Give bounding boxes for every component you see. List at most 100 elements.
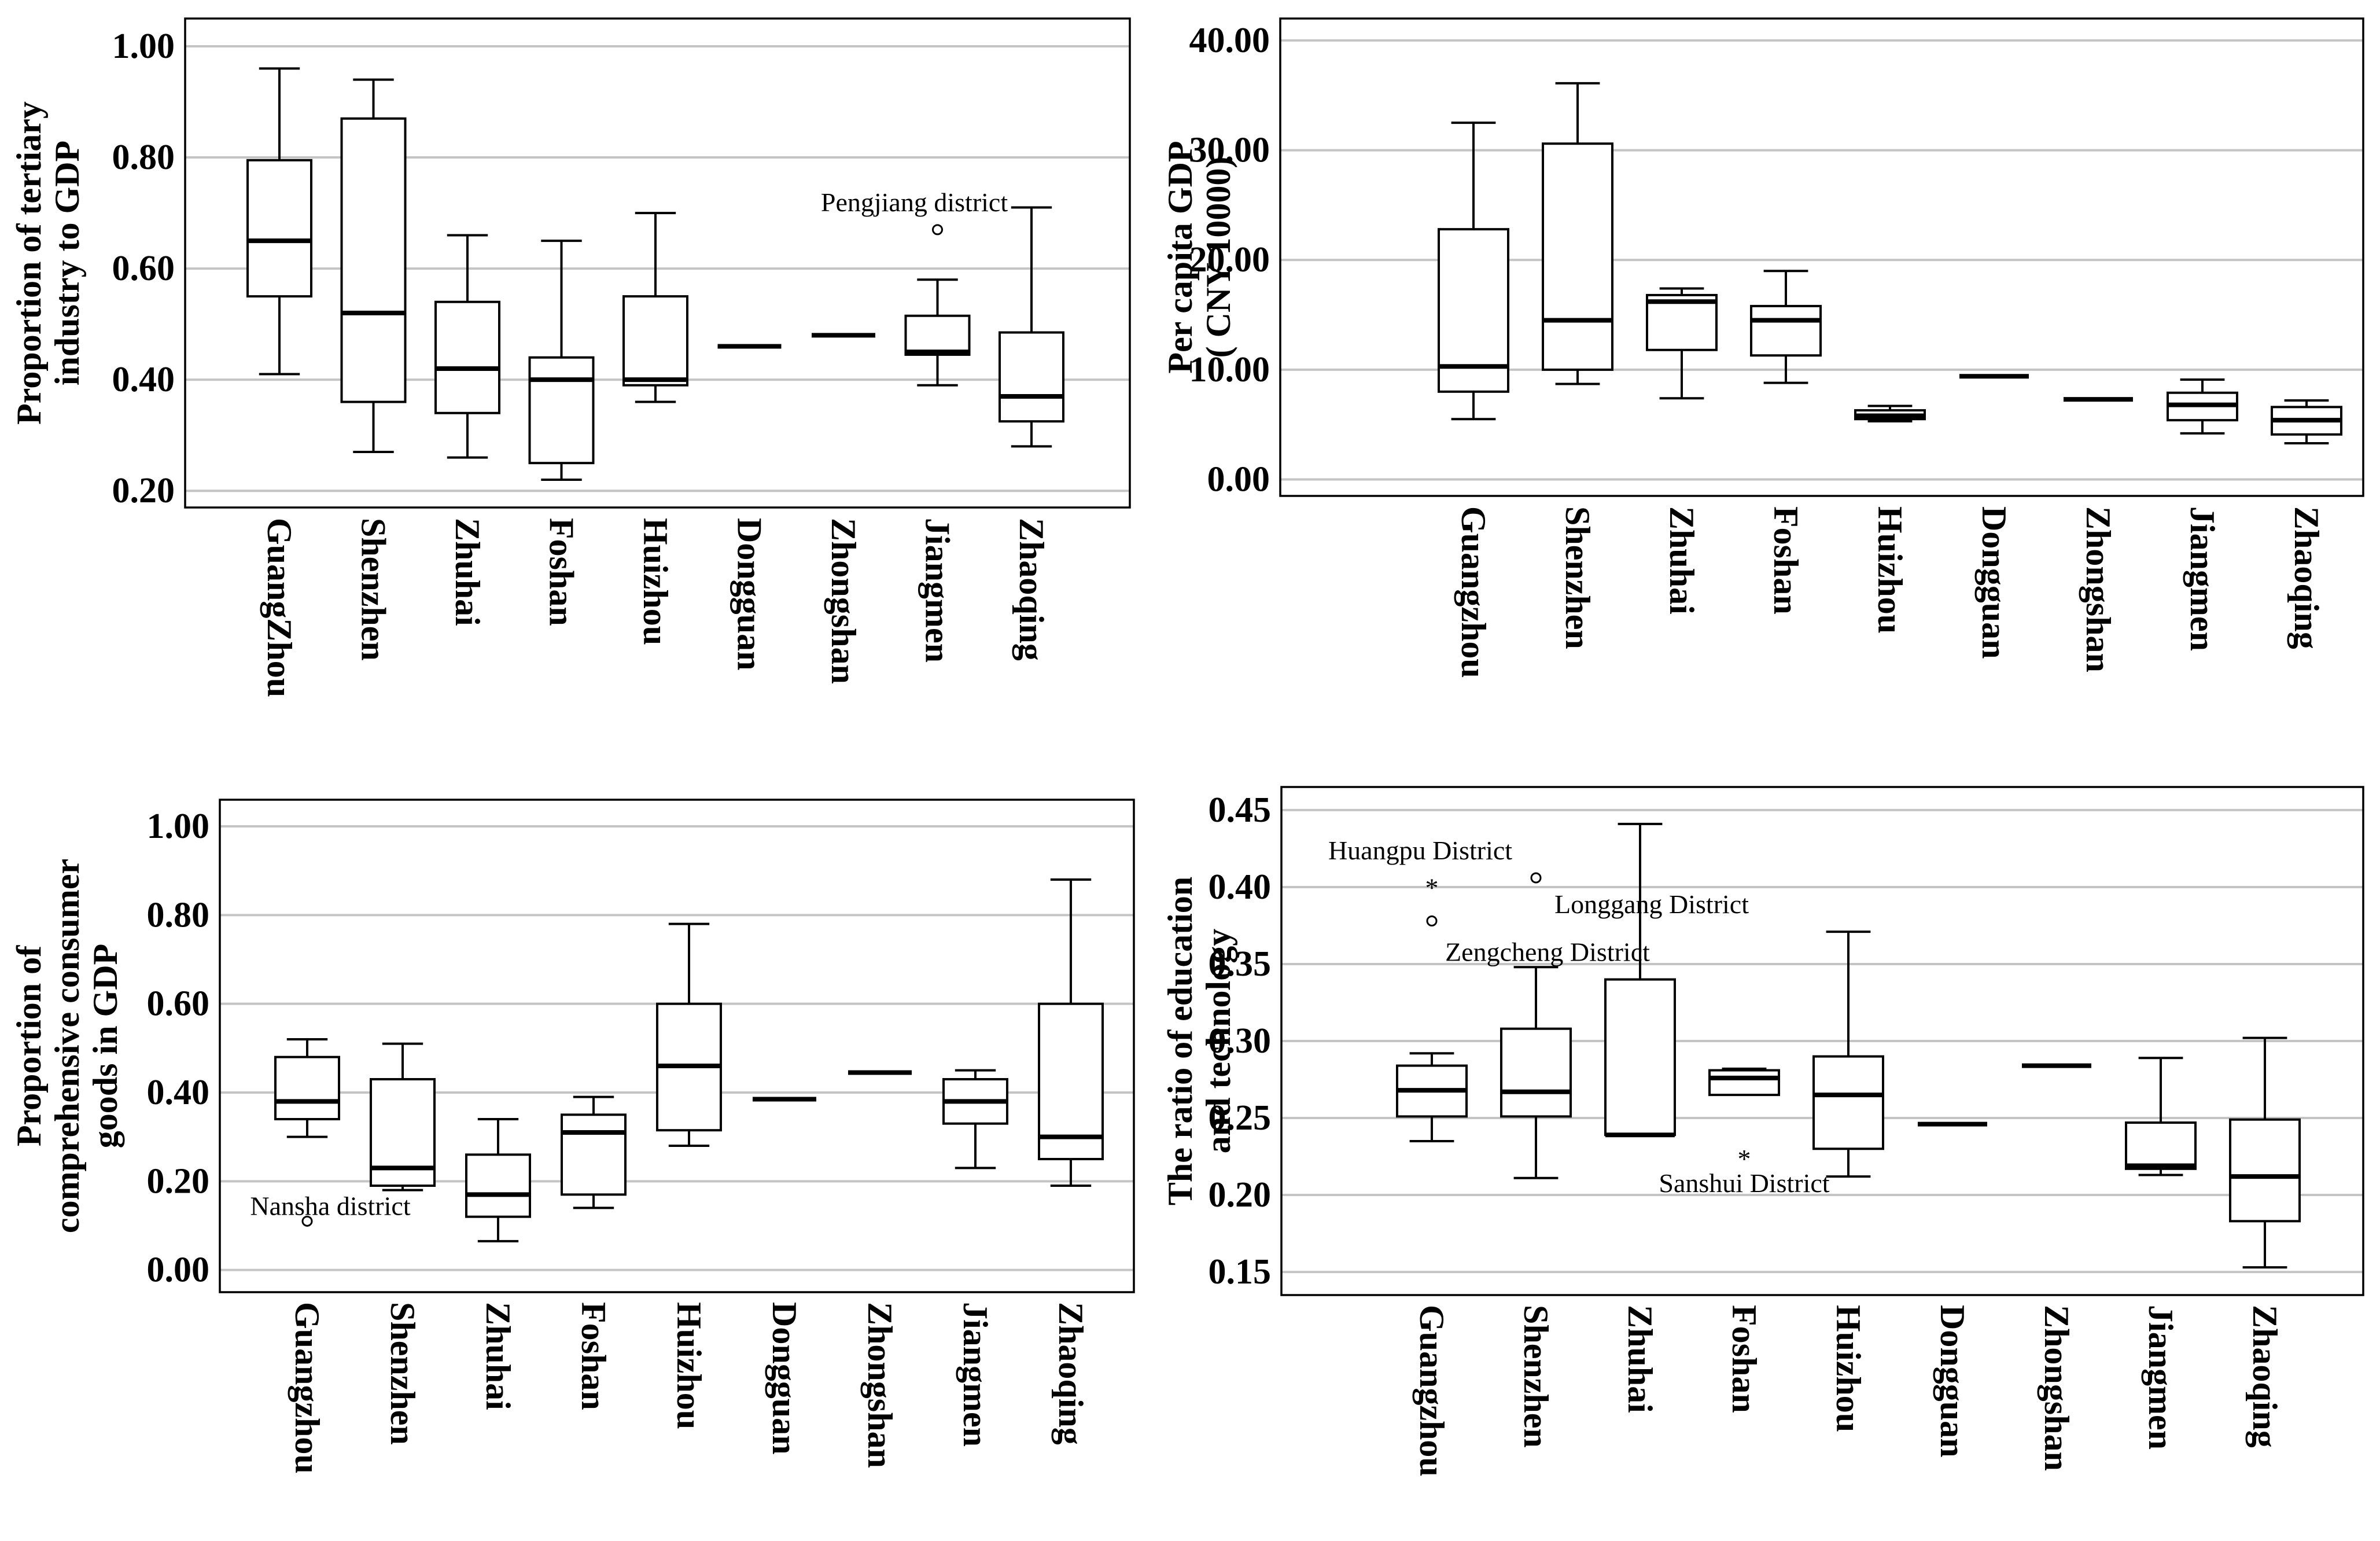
y-tick-label: 0.45	[1209, 790, 1272, 830]
iqr-box	[246, 159, 312, 298]
y-axis-label-line: Proportion of tertiary	[10, 101, 48, 425]
box-guangzhou	[1396, 1052, 1468, 1142]
iqr-box	[1604, 978, 1676, 1137]
box-shenzhen	[340, 78, 407, 453]
plot-frame	[219, 799, 1135, 1293]
iqr-box	[434, 300, 500, 414]
plot-frame	[1279, 17, 2364, 497]
box-guangzhou	[246, 67, 312, 376]
x-category-label: Foshan	[1767, 506, 1805, 615]
x-category-label: Zhongshan	[2079, 506, 2117, 672]
box-foshan	[528, 240, 595, 481]
x-category-label: Zhuhai	[1663, 506, 1701, 615]
outlier-circle	[932, 224, 943, 236]
box-foshan	[1708, 1067, 1780, 1097]
y-axis-label-line: goods in GDP	[86, 944, 124, 1148]
box-zhuhai	[465, 1118, 531, 1242]
y-axis-label: Per capita GDP( CNY 10000)	[1161, 141, 1237, 373]
x-category-label: Shenzhen	[1559, 506, 1597, 649]
y-tick-label: 0.30	[1209, 1021, 1272, 1061]
x-category-label: Guangzhou	[1454, 506, 1493, 678]
outlier-star: *	[1738, 1144, 1751, 1174]
x-category-label: Zhuhai	[448, 518, 487, 626]
x-category-label: Jiangmen	[956, 1302, 994, 1447]
outlier-circle	[1426, 915, 1438, 926]
x-category-label: Shenzhen	[355, 518, 393, 661]
box-shenzhen	[370, 1042, 436, 1191]
plot-frame	[1280, 786, 2364, 1296]
y-axis-label: The ratio of educationand technology	[1161, 877, 1237, 1205]
iqr-box	[465, 1153, 531, 1218]
x-category-label: Huizhou	[1829, 1305, 1867, 1432]
x-category-label: Dongguan	[731, 518, 769, 670]
iqr-box	[2125, 1121, 2197, 1170]
outlier-annotation: Zengcheng District	[1445, 937, 1650, 967]
iqr-box	[622, 295, 688, 387]
iqr-box	[561, 1113, 627, 1196]
box-foshan	[1750, 270, 1822, 384]
x-category-label: Foshan	[1725, 1305, 1763, 1413]
outlier-annotation: Huangpu District	[1328, 836, 1512, 865]
x-category-label: Zhuhai	[1621, 1305, 1659, 1413]
chart-panel-3: 0.00 0.20 0.40 0.60 0.80 1.00 Proportion ofcom…	[10, 799, 1135, 1474]
outlier-star: *	[1425, 873, 1439, 903]
iqr-box	[274, 1055, 340, 1120]
chart-panel-2: 0.00 10.00 20.00 30.00 40.00 Per capita GDP( …	[1161, 17, 2364, 678]
x-category-label: Shenzhen	[1517, 1305, 1555, 1448]
y-tick-label: 0.20	[1209, 1175, 1272, 1215]
box-jiangmen	[2125, 1057, 2197, 1176]
y-tick-label: 0.40	[147, 1073, 210, 1112]
y-tick-label: 40.00	[1189, 21, 1270, 60]
y-axis-label-line: Proportion of	[10, 945, 48, 1146]
y-tick-label: 0.00	[147, 1251, 210, 1290]
box-zhaoqing	[999, 206, 1064, 448]
plot-frame	[184, 17, 1131, 509]
y-axis-label-line: comprehensive consumer	[48, 859, 86, 1233]
iqr-box	[340, 117, 407, 403]
outlier-annotation: Longgang District	[1554, 889, 1749, 919]
y-tick-label: 0.40	[1209, 867, 1272, 907]
x-category-label: Zhaoqing	[2287, 506, 2326, 649]
box-zhuhai	[434, 234, 500, 459]
outlier-annotation: Nansha district	[250, 1191, 410, 1221]
iqr-box	[904, 314, 971, 356]
outlier-annotation: Pengjiang district	[821, 187, 1008, 217]
y-tick-label: 1.00	[112, 27, 175, 66]
box-foshan	[561, 1095, 627, 1209]
y-axis-label-line: Per capita GDP	[1161, 141, 1199, 373]
box-huizhou	[656, 922, 722, 1147]
box-jiangmen	[2167, 378, 2238, 435]
y-tick-label: 0.80	[112, 138, 175, 177]
x-category-label: GuangZhou	[260, 518, 299, 697]
chart-panel-4: 0.15 0.20 0.25 0.30 0.35 0.40 0.45 The ratio of…	[1161, 786, 2364, 1477]
box-zhuhai	[1646, 287, 1718, 400]
y-tick-label: 0.80	[147, 895, 210, 935]
x-category-label: Zhaoqing	[1052, 1302, 1090, 1445]
iqr-box	[1812, 1055, 1884, 1150]
iqr-box	[1708, 1069, 1780, 1097]
x-category-label: Zhaoqing	[2246, 1305, 2284, 1448]
box-huizhou	[622, 212, 688, 403]
x-category-label: Huizhou	[1871, 506, 1909, 634]
y-tick-label: 20.00	[1189, 240, 1270, 279]
iqr-box	[1646, 293, 1718, 351]
x-category-label: Dongguan	[765, 1302, 804, 1454]
y-axis-label-line: and technology	[1199, 929, 1237, 1153]
x-category-label: Zhaoqing	[1012, 518, 1051, 661]
box-shenzhen	[1500, 966, 1572, 1179]
x-category-label: Zhuhai	[479, 1302, 517, 1410]
y-axis-label-line: The ratio of education	[1161, 877, 1199, 1205]
box-shenzhen	[1542, 82, 1613, 385]
y-tick-label: 0.35	[1209, 944, 1272, 984]
y-tick-label: 0.25	[1209, 1098, 1272, 1138]
box-zhaoqing	[1038, 878, 1104, 1187]
y-tick-label: 0.20	[112, 471, 175, 510]
y-axis-label: Proportion ofcomprehensive consumergoods…	[10, 859, 124, 1233]
y-axis-label: Proportion of tertiaryindustry to GDP	[10, 101, 86, 425]
chart-panel-1: 0.20 0.40 0.60 0.80 1.00 Proportion of tertia…	[10, 17, 1131, 697]
iqr-box	[1750, 304, 1822, 357]
x-category-label: Guangzhou	[1413, 1305, 1451, 1477]
iqr-box	[2229, 1118, 2301, 1223]
x-category-label: Guangzhou	[288, 1302, 326, 1474]
iqr-box	[1038, 1002, 1104, 1160]
